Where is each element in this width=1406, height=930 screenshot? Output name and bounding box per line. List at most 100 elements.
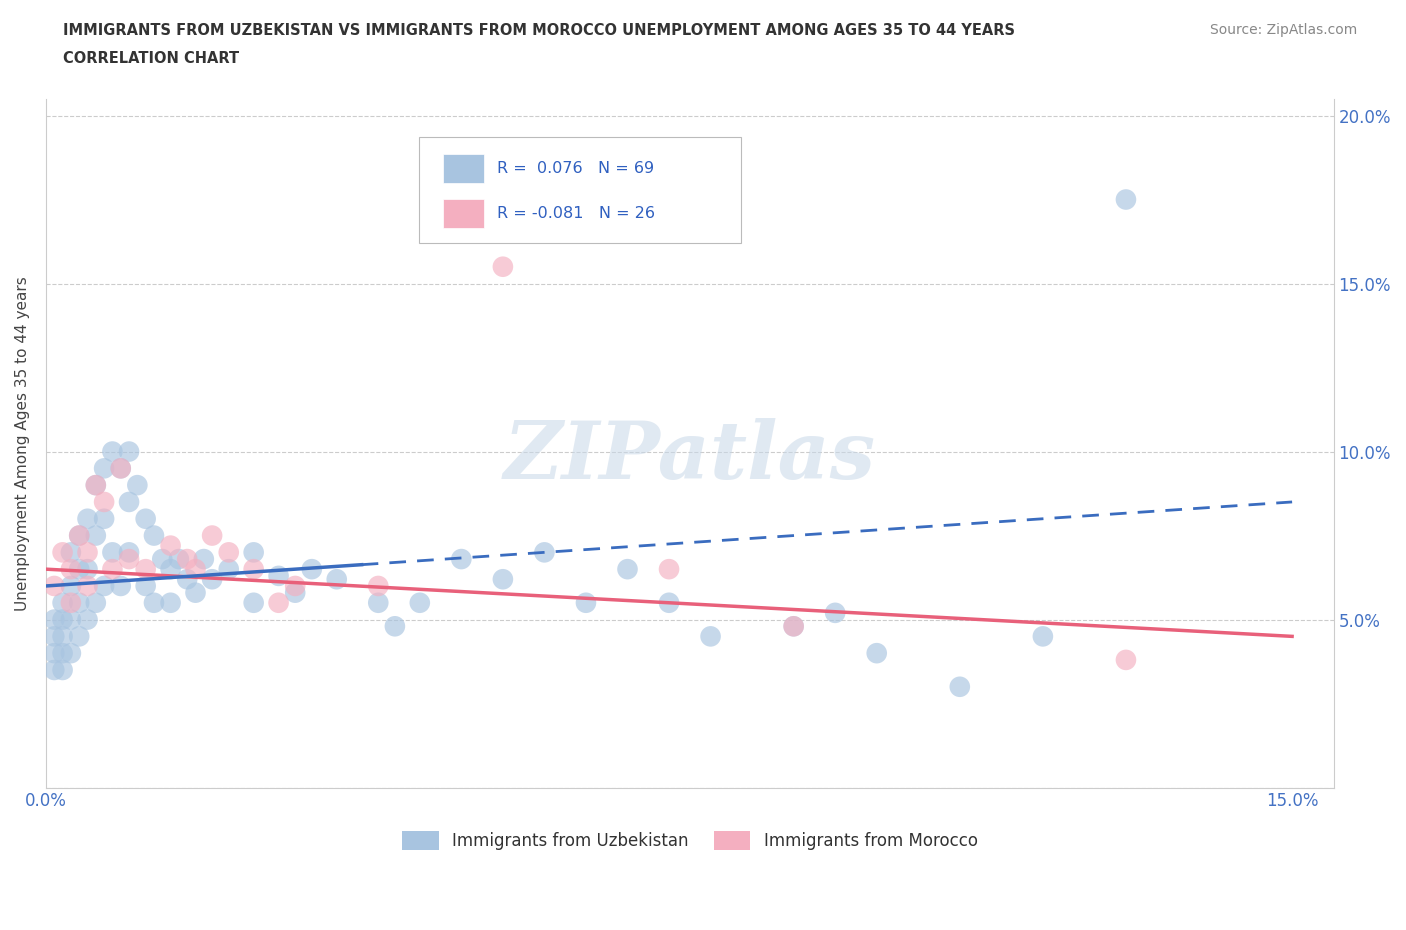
Point — [658, 595, 681, 610]
Text: R =  0.076   N = 69: R = 0.076 N = 69 — [496, 161, 654, 176]
Point — [135, 562, 157, 577]
Point — [84, 595, 107, 610]
Point — [52, 545, 75, 560]
Point — [267, 595, 290, 610]
Point — [184, 585, 207, 600]
Point — [67, 528, 90, 543]
Point — [52, 629, 75, 644]
Point — [284, 585, 307, 600]
Text: CORRELATION CHART: CORRELATION CHART — [63, 51, 239, 66]
Point — [616, 562, 638, 577]
Point — [110, 461, 132, 476]
Text: IMMIGRANTS FROM UZBEKISTAN VS IMMIGRANTS FROM MOROCCO UNEMPLOYMENT AMONG AGES 35: IMMIGRANTS FROM UZBEKISTAN VS IMMIGRANTS… — [63, 23, 1015, 38]
Point — [101, 562, 124, 577]
Point — [76, 562, 98, 577]
Point — [533, 545, 555, 560]
Point — [59, 612, 82, 627]
Point — [143, 595, 166, 610]
Point — [93, 512, 115, 526]
Y-axis label: Unemployment Among Ages 35 to 44 years: Unemployment Among Ages 35 to 44 years — [15, 276, 30, 610]
FancyBboxPatch shape — [419, 137, 741, 244]
Point — [44, 645, 66, 660]
Point — [384, 618, 406, 633]
Point — [176, 551, 198, 566]
Point — [93, 495, 115, 510]
Point — [67, 528, 90, 543]
Point — [67, 629, 90, 644]
Point — [118, 551, 141, 566]
Point — [782, 618, 804, 633]
Text: R = -0.081   N = 26: R = -0.081 N = 26 — [496, 206, 655, 220]
Point — [1115, 653, 1137, 668]
Point — [84, 478, 107, 493]
Point — [135, 578, 157, 593]
Point — [67, 562, 90, 577]
Point — [824, 605, 846, 620]
Point — [159, 595, 181, 610]
Text: ZIPatlas: ZIPatlas — [503, 418, 876, 496]
Point — [242, 595, 264, 610]
Point — [150, 551, 173, 566]
Point — [409, 595, 432, 610]
Point — [52, 595, 75, 610]
Legend: Immigrants from Uzbekistan, Immigrants from Morocco: Immigrants from Uzbekistan, Immigrants f… — [395, 824, 984, 857]
Point — [492, 572, 515, 587]
Point — [59, 562, 82, 577]
Point — [699, 629, 721, 644]
Point — [110, 461, 132, 476]
Point — [59, 595, 82, 610]
Point — [242, 562, 264, 577]
Point — [201, 528, 224, 543]
Point — [658, 562, 681, 577]
Point — [193, 551, 215, 566]
Point — [135, 512, 157, 526]
Point — [242, 545, 264, 560]
Point — [67, 595, 90, 610]
Point — [367, 578, 389, 593]
Point — [84, 478, 107, 493]
Point — [76, 512, 98, 526]
Point — [159, 538, 181, 553]
Point — [110, 578, 132, 593]
Point — [866, 645, 889, 660]
FancyBboxPatch shape — [443, 199, 484, 228]
Point — [782, 618, 804, 633]
Point — [118, 445, 141, 459]
Point — [1032, 629, 1054, 644]
Point — [52, 612, 75, 627]
Point — [93, 461, 115, 476]
Point — [127, 478, 149, 493]
Point — [76, 612, 98, 627]
Point — [93, 578, 115, 593]
Point — [949, 679, 972, 694]
Point — [59, 578, 82, 593]
Point — [1115, 193, 1137, 207]
Point — [59, 545, 82, 560]
Point — [101, 445, 124, 459]
Point — [118, 545, 141, 560]
Point — [167, 551, 190, 566]
FancyBboxPatch shape — [443, 153, 484, 182]
Point — [325, 572, 347, 587]
Point — [59, 645, 82, 660]
Point — [76, 545, 98, 560]
Point — [284, 578, 307, 593]
Point — [184, 562, 207, 577]
Point — [159, 562, 181, 577]
Point — [450, 551, 472, 566]
Point — [176, 572, 198, 587]
Point — [52, 662, 75, 677]
Point — [267, 568, 290, 583]
Point — [492, 259, 515, 274]
Point — [301, 562, 323, 577]
Point — [118, 495, 141, 510]
Point — [367, 595, 389, 610]
Point — [201, 572, 224, 587]
Point — [44, 662, 66, 677]
Point — [575, 595, 598, 610]
Point — [218, 562, 240, 577]
Point — [218, 545, 240, 560]
Point — [84, 528, 107, 543]
Point — [44, 629, 66, 644]
Point — [76, 578, 98, 593]
